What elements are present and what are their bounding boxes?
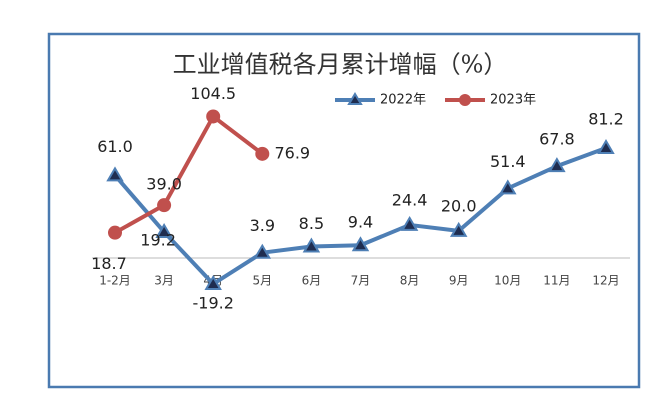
- marker: [204, 274, 222, 290]
- data-label: 51.4: [490, 152, 526, 171]
- marker: [255, 146, 270, 161]
- data-label: -19.2: [192, 293, 233, 312]
- data-label: 61.0: [97, 137, 133, 156]
- x-tick-label: 5月: [252, 274, 272, 288]
- x-tick-label: 6月: [302, 274, 322, 288]
- data-label: 39.0: [146, 175, 182, 194]
- marker: [400, 215, 419, 231]
- data-label: 81.2: [588, 110, 624, 129]
- x-tick-label: 10月: [494, 274, 521, 288]
- marker: [548, 157, 566, 173]
- marker: [206, 109, 221, 124]
- data-label: 9.4: [348, 213, 373, 232]
- x-tick-label: 8月: [400, 274, 420, 288]
- marker: [351, 236, 370, 252]
- marker: [106, 166, 124, 182]
- marker: [155, 222, 173, 238]
- x-tick-label: 3月: [154, 274, 174, 288]
- marker: [157, 198, 172, 213]
- marker: [449, 221, 468, 237]
- data-label: 18.7: [91, 254, 127, 273]
- data-label: 76.9: [274, 143, 310, 162]
- data-label: 67.8: [539, 130, 575, 149]
- legend-marker: [459, 94, 471, 106]
- marker: [302, 237, 321, 253]
- chart-title: 工业增值税各月累计增幅（%）: [173, 51, 508, 79]
- marker: [499, 179, 517, 195]
- data-label: 19.2: [140, 230, 176, 249]
- data-label: 24.4: [392, 190, 428, 209]
- x-tick-label: 11月: [543, 274, 570, 288]
- data-label: 8.5: [299, 214, 324, 233]
- data-label: 3.9: [250, 216, 275, 235]
- x-tick-label: 9月: [449, 274, 469, 288]
- series-line: [114, 114, 264, 235]
- chart-frame: [47, 32, 641, 389]
- x-tick-label: 12月: [592, 274, 619, 288]
- marker: [108, 225, 122, 240]
- x-tick-label: 1-2月: [99, 274, 131, 288]
- legend-label: 2022年: [380, 93, 426, 108]
- x-tick-label: 7月: [351, 274, 371, 288]
- legend-label: 2023年: [490, 93, 536, 108]
- marker: [253, 243, 272, 259]
- data-label: 20.0: [441, 196, 477, 215]
- legend-marker: [347, 92, 363, 105]
- data-label: 104.5: [190, 84, 236, 103]
- marker: [597, 139, 615, 155]
